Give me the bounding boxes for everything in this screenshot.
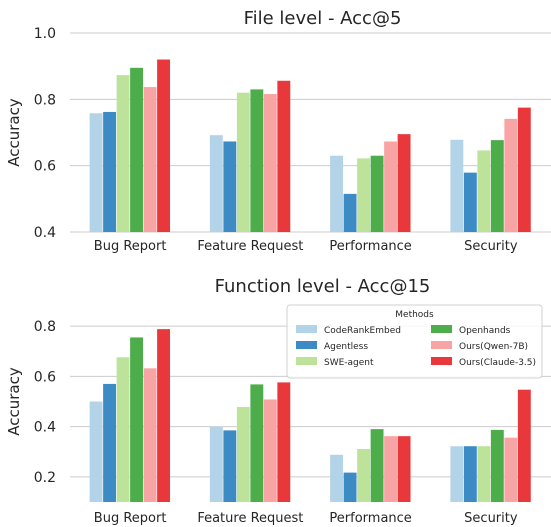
bar: [209, 135, 223, 232]
x-tick-label: Security: [464, 239, 518, 254]
y-axis-label: Accuracy: [5, 98, 23, 167]
legend-label: SWE-agent: [324, 358, 374, 368]
bar: [450, 139, 464, 232]
x-tick-label: Feature Request: [197, 511, 303, 526]
y-axis-label: Accuracy: [5, 367, 23, 436]
y-tick-label: 0.8: [34, 319, 56, 335]
legend-swatch: [296, 357, 317, 365]
chart-title: Function level - Acc@15: [215, 276, 431, 297]
legend-label: Ours(Qwen-7B): [459, 342, 528, 352]
legend-title: Methods: [395, 310, 434, 320]
bar: [477, 150, 491, 232]
bar: [250, 384, 264, 502]
bar: [397, 436, 411, 502]
bar: [330, 454, 344, 502]
bar: [450, 446, 464, 502]
bar: [143, 87, 157, 232]
x-tick-label: Bug Report: [94, 239, 167, 254]
legend: Methods CodeRankEmbed Openhands Agentless Ou…: [286, 304, 543, 379]
legend-label: Agentless: [324, 342, 368, 352]
bar: [477, 446, 491, 502]
bar: [463, 446, 477, 502]
legend-swatch: [431, 341, 452, 349]
legend-swatch: [431, 325, 452, 333]
bar: [370, 429, 384, 502]
bar: [517, 107, 531, 232]
bar: [116, 357, 130, 502]
legend-label: Ours(Claude-3.5): [459, 358, 536, 368]
bar: [384, 141, 398, 232]
bar: [130, 67, 144, 232]
y-tick-label: 0.2: [34, 470, 56, 486]
legend-swatch: [296, 341, 317, 349]
bar: [223, 141, 237, 232]
x-tick-label: Security: [464, 511, 518, 526]
bar: [277, 382, 291, 502]
y-tick-label: 0.6: [34, 369, 56, 385]
bar: [250, 89, 264, 232]
legend-swatch: [431, 357, 452, 365]
bar: [103, 111, 117, 232]
y-tick-label: 1.0: [34, 26, 56, 42]
legend-swatch: [296, 325, 317, 333]
bar: [517, 389, 531, 502]
legend-label: Openhands: [459, 326, 511, 336]
bar: [397, 134, 411, 232]
bar: [89, 113, 103, 232]
bar: [357, 448, 371, 502]
bar: [143, 368, 157, 502]
chart-panel-1: 0.4 0.6 0.8 1.0 File level - Acc@5 Accuracy Bu…: [5, 8, 551, 254]
bar: [330, 155, 344, 232]
bar: [343, 193, 357, 232]
bar: [157, 329, 171, 502]
bar: [103, 383, 117, 502]
bar: [277, 80, 291, 232]
bar: [263, 399, 277, 502]
x-tick-label: Bug Report: [94, 511, 167, 526]
y-tick-label: 0.8: [34, 92, 56, 108]
bar: [490, 429, 504, 502]
bar: [357, 158, 371, 232]
bar: [223, 430, 237, 502]
bar: [263, 94, 277, 232]
y-tick-label: 0.4: [34, 225, 56, 241]
bar: [89, 401, 103, 502]
bar: [236, 92, 250, 232]
x-tick-label: Performance: [329, 511, 411, 526]
y-tick-label: 0.6: [34, 159, 56, 175]
bar: [209, 426, 223, 502]
bar: [384, 436, 398, 502]
legend-label: CodeRankEmbed: [324, 326, 401, 336]
bar: [490, 140, 504, 232]
x-tick-label: Feature Request: [197, 239, 303, 254]
x-tick-label: Performance: [329, 239, 411, 254]
bar: [130, 337, 144, 502]
y-tick-label: 0.4: [34, 420, 56, 436]
bar: [370, 155, 384, 232]
bar: [463, 172, 477, 232]
bar: [157, 59, 171, 233]
bar: [116, 75, 130, 232]
bar: [504, 437, 518, 502]
chart-title: File level - Acc@5: [244, 8, 402, 29]
bar: [504, 118, 518, 232]
legend-frame: [286, 304, 543, 379]
chart-panel-2: 0.2 0.4 0.6 0.8 Function level - Acc@15 Accur…: [5, 276, 551, 526]
bar: [236, 407, 250, 502]
bar: [343, 472, 357, 502]
